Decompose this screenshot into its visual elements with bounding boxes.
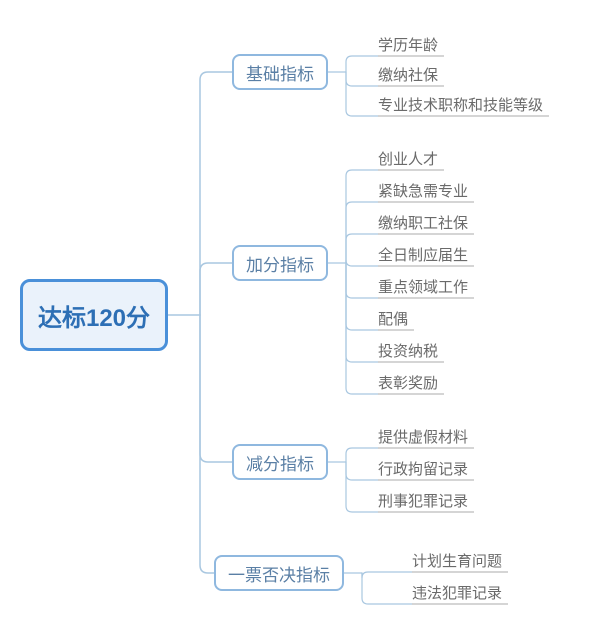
leaf-node: 违法犯罪记录	[412, 584, 502, 604]
leaf-node: 学历年龄	[378, 36, 438, 56]
leaf-node: 紧缺急需专业	[378, 182, 468, 202]
leaf-node: 配偶	[378, 310, 408, 330]
root-label: 达标120分	[38, 298, 150, 333]
leaf-label: 学历年龄	[378, 37, 438, 54]
leaf-node: 提供虚假材料	[378, 428, 468, 448]
leaf-label: 违法犯罪记录	[412, 585, 502, 602]
leaf-label: 刑事犯罪记录	[378, 493, 468, 510]
leaf-label: 紧缺急需专业	[378, 183, 468, 200]
leaf-node: 行政拘留记录	[378, 460, 468, 480]
leaf-node: 表彰奖励	[378, 374, 438, 394]
category-node-basic: 基础指标	[232, 54, 328, 90]
leaf-label: 投资纳税	[378, 343, 438, 360]
leaf-label: 计划生育问题	[412, 553, 502, 570]
leaf-label: 缴纳职工社保	[378, 215, 468, 232]
leaf-node: 缴纳职工社保	[378, 214, 468, 234]
category-label: 基础指标	[246, 60, 314, 85]
leaf-node: 投资纳税	[378, 342, 438, 362]
category-node-veto: 一票否决指标	[214, 555, 344, 591]
leaf-node: 计划生育问题	[412, 552, 502, 572]
category-node-deduct: 减分指标	[232, 444, 328, 480]
leaf-node: 缴纳社保	[378, 66, 438, 86]
root-node: 达标120分	[20, 279, 168, 351]
leaf-label: 配偶	[378, 311, 408, 328]
leaf-node: 重点领域工作	[378, 278, 468, 298]
leaf-label: 表彰奖励	[378, 375, 438, 392]
leaf-label: 行政拘留记录	[378, 461, 468, 478]
leaf-label: 缴纳社保	[378, 67, 438, 84]
leaf-label: 提供虚假材料	[378, 429, 468, 446]
leaf-label: 重点领域工作	[378, 279, 468, 296]
category-node-bonus: 加分指标	[232, 245, 328, 281]
leaf-node: 专业技术职称和技能等级	[378, 96, 543, 116]
leaf-label: 专业技术职称和技能等级	[378, 97, 543, 114]
leaf-node: 全日制应届生	[378, 246, 468, 266]
leaf-label: 创业人才	[378, 151, 438, 168]
leaf-node: 刑事犯罪记录	[378, 492, 468, 512]
category-label: 减分指标	[246, 450, 314, 475]
category-label: 一票否决指标	[228, 561, 330, 586]
leaf-label: 全日制应届生	[378, 247, 468, 264]
leaf-node: 创业人才	[378, 150, 438, 170]
category-label: 加分指标	[246, 251, 314, 276]
